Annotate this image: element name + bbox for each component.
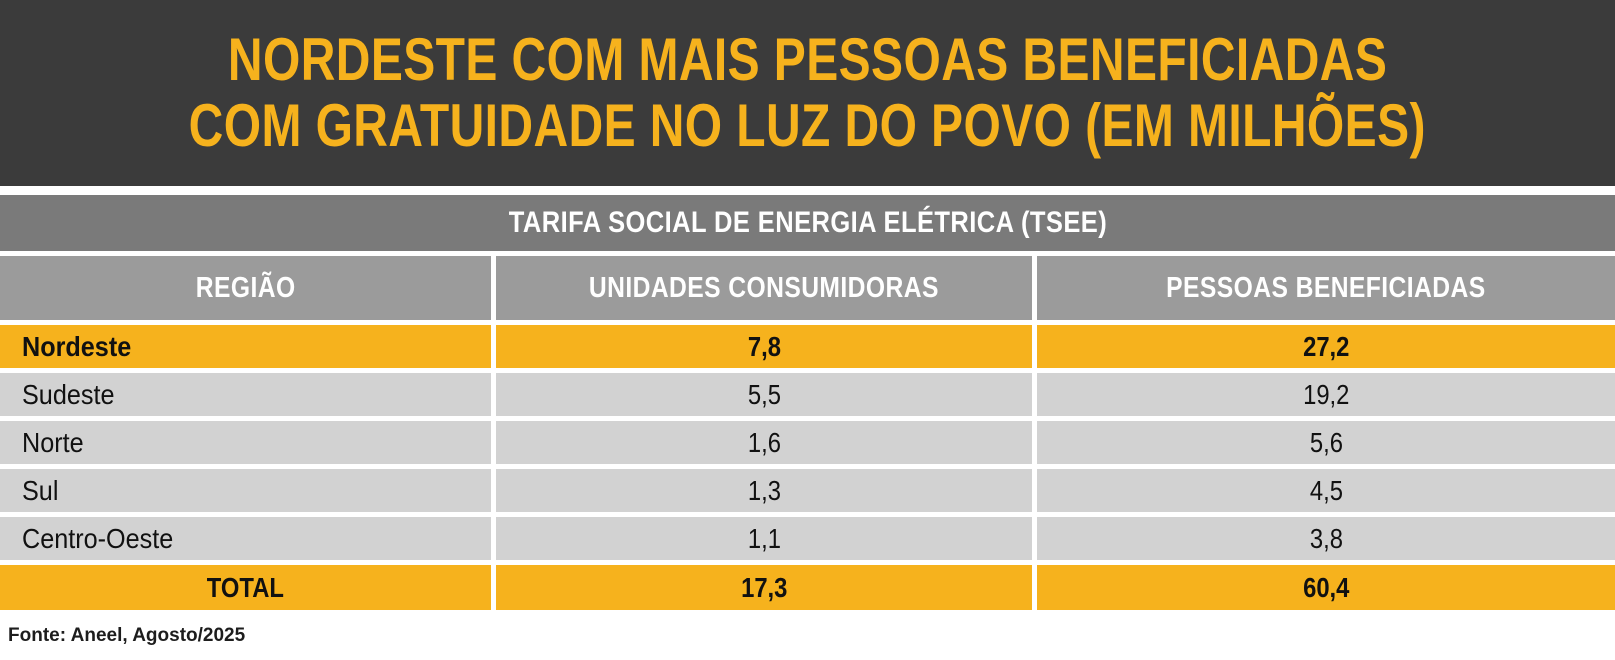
- value: 60,4: [1302, 571, 1350, 603]
- region-label: Centro-Oeste: [22, 522, 174, 554]
- table-caption: TARIFA SOCIAL DE ENERGIA ELÉTRICA (TSEE): [508, 206, 1107, 239]
- total-label: TOTAL: [206, 571, 285, 603]
- value: 19,2: [1302, 378, 1350, 410]
- table-row-sudeste-pessoas: 19,2: [1037, 373, 1615, 416]
- col-header-regiao-label: REGIÃO: [195, 271, 296, 304]
- source-note: Fonte: Aneel, Agosto/2025: [8, 625, 246, 646]
- value: 5,6: [1309, 426, 1343, 458]
- region-label: Nordeste: [22, 330, 132, 362]
- region-label: Sul: [22, 474, 59, 506]
- table-row-nordeste-region: Nordeste: [0, 325, 491, 368]
- title-banner: NORDESTE COM MAIS PESSOAS BENEFICIADAS C…: [0, 0, 1615, 186]
- table-row-sul-unidades: 1,3: [495, 469, 1033, 512]
- value: 4,5: [1309, 474, 1343, 506]
- page-title-line1: NORDESTE COM MAIS PESSOAS BENEFICIADAS: [227, 26, 1388, 93]
- table-row-sudeste-region: Sudeste: [0, 373, 491, 416]
- value: 1,3: [747, 474, 781, 506]
- col-header-pessoas-label: PESSOAS BENEFICIADAS: [1166, 271, 1486, 304]
- table-row-sul-pessoas: 4,5: [1037, 469, 1615, 512]
- table-row-norte-region: Norte: [0, 421, 491, 464]
- table-row-nordeste-unidades: 7,8: [495, 325, 1033, 368]
- table-row-norte-pessoas: 5,6: [1037, 421, 1615, 464]
- table-row-total-pessoas: 60,4: [1037, 565, 1615, 610]
- col-header-unidades: UNIDADES CONSUMIDORAS: [495, 256, 1033, 320]
- value: 1,6: [747, 426, 781, 458]
- col-header-regiao: REGIÃO: [0, 256, 491, 320]
- value: 3,8: [1309, 522, 1343, 554]
- col-header-pessoas: PESSOAS BENEFICIADAS: [1037, 256, 1615, 320]
- table-row-centro-oeste-unidades: 1,1: [495, 517, 1033, 560]
- table-row-norte-unidades: 1,6: [495, 421, 1033, 464]
- value: 7,8: [747, 330, 781, 362]
- table-row-nordeste-pessoas: 27,2: [1037, 325, 1615, 368]
- table-row-centro-oeste-region: Centro-Oeste: [0, 517, 491, 560]
- table-row-total-unidades: 17,3: [495, 565, 1033, 610]
- value: 17,3: [740, 571, 788, 603]
- table-row-sudeste-unidades: 5,5: [495, 373, 1033, 416]
- tsee-table: REGIÃO UNIDADES CONSUMIDORAS PESSOAS BEN…: [0, 256, 1615, 610]
- value: 27,2: [1302, 330, 1350, 362]
- table-row-centro-oeste-pessoas: 3,8: [1037, 517, 1615, 560]
- table-row-total-label: TOTAL: [0, 565, 491, 610]
- table-caption-bar: TARIFA SOCIAL DE ENERGIA ELÉTRICA (TSEE): [0, 195, 1615, 251]
- value: 5,5: [747, 378, 781, 410]
- region-label: Norte: [22, 426, 84, 458]
- page-title-line2: COM GRATUIDADE NO LUZ DO POVO (EM MILHÕE…: [188, 92, 1427, 159]
- table-row-sul-region: Sul: [0, 469, 491, 512]
- region-label: Sudeste: [22, 378, 115, 410]
- value: 1,1: [747, 522, 781, 554]
- col-header-unidades-label: UNIDADES CONSUMIDORAS: [589, 271, 939, 304]
